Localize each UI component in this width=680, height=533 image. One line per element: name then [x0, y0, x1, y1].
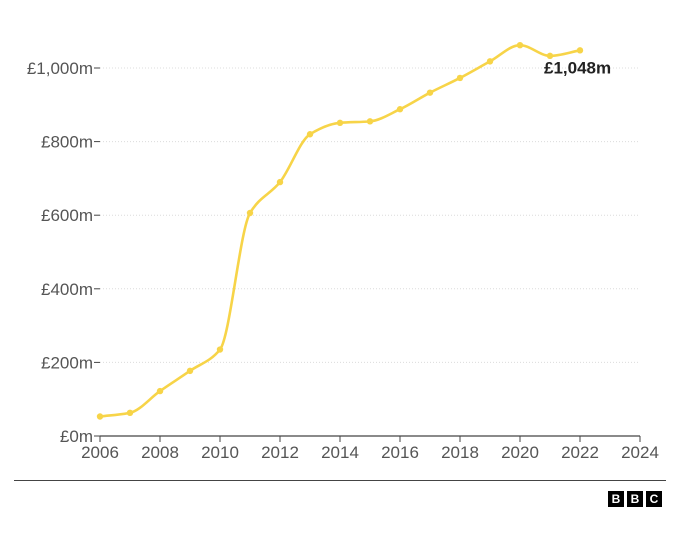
end-value-label: £1,048m [544, 58, 611, 77]
logo-block-b2: B [627, 491, 643, 507]
data-point [216, 346, 224, 353]
data-point [246, 209, 254, 217]
y-tick-label: £400m [41, 280, 93, 299]
data-point [156, 387, 164, 395]
logo-block-c: C [646, 491, 662, 507]
data-point [426, 89, 434, 96]
y-tick-label: £1,000m [27, 59, 93, 78]
data-point [486, 58, 494, 65]
footer-rule [14, 480, 666, 481]
data-point [306, 131, 314, 138]
data-point [516, 41, 524, 49]
y-axis: £0m £200m £400m £600m £800m £1,000m [27, 59, 100, 446]
x-tick-label: 2016 [381, 443, 419, 462]
x-tick-label: 2020 [501, 443, 539, 462]
y-tick-label: £200m [41, 353, 93, 372]
x-tick-label: 2010 [201, 443, 239, 462]
data-point [576, 47, 584, 54]
bbc-logo: B B C [608, 491, 662, 507]
y-tick-label: £800m [41, 133, 93, 152]
y-tick-label: £0m [60, 427, 93, 446]
series-layer [98, 43, 582, 418]
data-point [396, 106, 404, 113]
logo-block-b1: B [608, 491, 624, 507]
x-tick-label: 2014 [321, 443, 359, 462]
data-point [366, 118, 374, 125]
series-line [98, 43, 582, 418]
data-point [456, 74, 464, 82]
y-tick-label: £600m [41, 206, 93, 225]
x-tick-label: 2012 [261, 443, 299, 462]
x-tick-label: 2024 [621, 443, 659, 462]
data-point [186, 367, 194, 375]
data-point [96, 413, 104, 420]
data-point [336, 119, 344, 127]
point-layer [96, 41, 584, 420]
data-point [276, 178, 284, 186]
x-axis: 2006 2008 2010 2012 2014 2016 2018 2020 2022 2024 [81, 435, 659, 462]
line-chart: £0m£200m£400m£600m£800m£1,000m 2006 2008 2… [27, 41, 659, 462]
annotation-layer: £1,048m [544, 58, 611, 77]
grid-layer [100, 67, 640, 363]
x-tick-label: 2006 [81, 443, 119, 462]
x-tick-label: 2008 [141, 443, 179, 462]
data-point [546, 52, 554, 60]
x-tick-label: 2022 [561, 443, 599, 462]
x-tick-label: 2018 [441, 443, 479, 462]
data-point [126, 409, 134, 417]
